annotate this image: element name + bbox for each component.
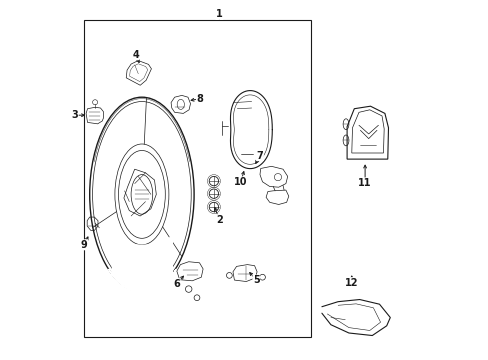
Text: 5: 5: [252, 275, 259, 285]
Text: 8: 8: [196, 94, 203, 104]
Text: 6: 6: [173, 279, 180, 289]
Text: 3: 3: [71, 110, 78, 120]
Text: 11: 11: [358, 178, 371, 188]
Text: 9: 9: [81, 240, 87, 250]
Text: 7: 7: [256, 150, 263, 161]
Bar: [84, 20, 310, 337]
Text: 1: 1: [216, 9, 222, 19]
Text: 2: 2: [216, 215, 222, 225]
Text: 10: 10: [234, 177, 247, 187]
Text: 12: 12: [345, 278, 358, 288]
Text: 4: 4: [132, 50, 139, 60]
